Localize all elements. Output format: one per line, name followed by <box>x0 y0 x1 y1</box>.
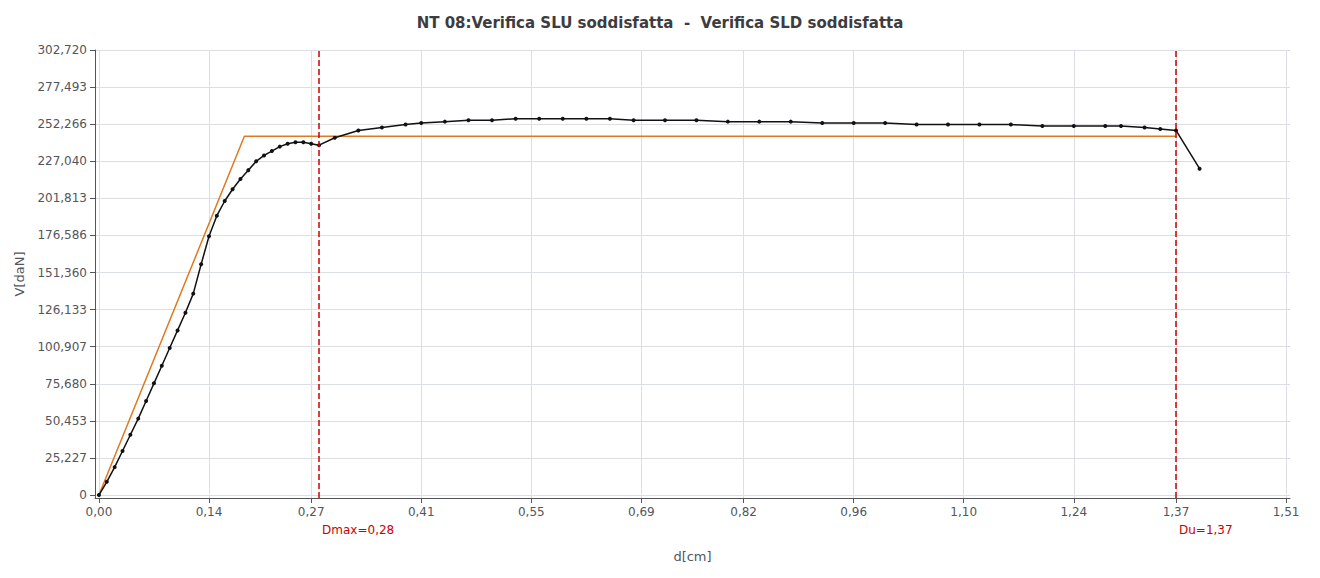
svg-text:V[daN]: V[daN] <box>12 252 27 297</box>
svg-text:Du=1,37: Du=1,37 <box>1179 523 1233 537</box>
svg-text:277,493: 277,493 <box>37 80 87 94</box>
svg-text:d[cm]: d[cm] <box>673 549 711 564</box>
svg-text:1,51: 1,51 <box>1273 505 1300 519</box>
svg-text:50,453: 50,453 <box>45 414 87 428</box>
svg-text:NT 08:Verifica SLU soddisfatta: NT 08:Verifica SLU soddisfatta - Verific… <box>417 14 904 32</box>
svg-text:1,10: 1,10 <box>950 505 977 519</box>
svg-text:0,96: 0,96 <box>840 505 867 519</box>
svg-text:302,720: 302,720 <box>37 43 87 57</box>
svg-text:126,133: 126,133 <box>37 303 87 317</box>
svg-text:75,680: 75,680 <box>45 377 87 391</box>
svg-text:252,266: 252,266 <box>37 117 87 131</box>
svg-text:201,813: 201,813 <box>37 191 87 205</box>
svg-text:100,907: 100,907 <box>37 340 87 354</box>
svg-text:0,55: 0,55 <box>518 505 545 519</box>
svg-text:151,360: 151,360 <box>37 266 87 280</box>
svg-text:0,00: 0,00 <box>86 505 113 519</box>
svg-text:227,040: 227,040 <box>37 154 87 168</box>
svg-text:0,27: 0,27 <box>298 505 325 519</box>
svg-text:1,24: 1,24 <box>1060 505 1087 519</box>
svg-text:25,227: 25,227 <box>45 451 87 465</box>
svg-text:0: 0 <box>79 488 87 502</box>
svg-text:176,586: 176,586 <box>37 228 87 242</box>
svg-text:0,41: 0,41 <box>408 505 435 519</box>
svg-text:Dmax=0,28: Dmax=0,28 <box>322 523 394 537</box>
svg-text:0,14: 0,14 <box>196 505 223 519</box>
svg-text:0,69: 0,69 <box>628 505 655 519</box>
svg-text:1,37: 1,37 <box>1163 505 1190 519</box>
svg-text:0,82: 0,82 <box>730 505 757 519</box>
